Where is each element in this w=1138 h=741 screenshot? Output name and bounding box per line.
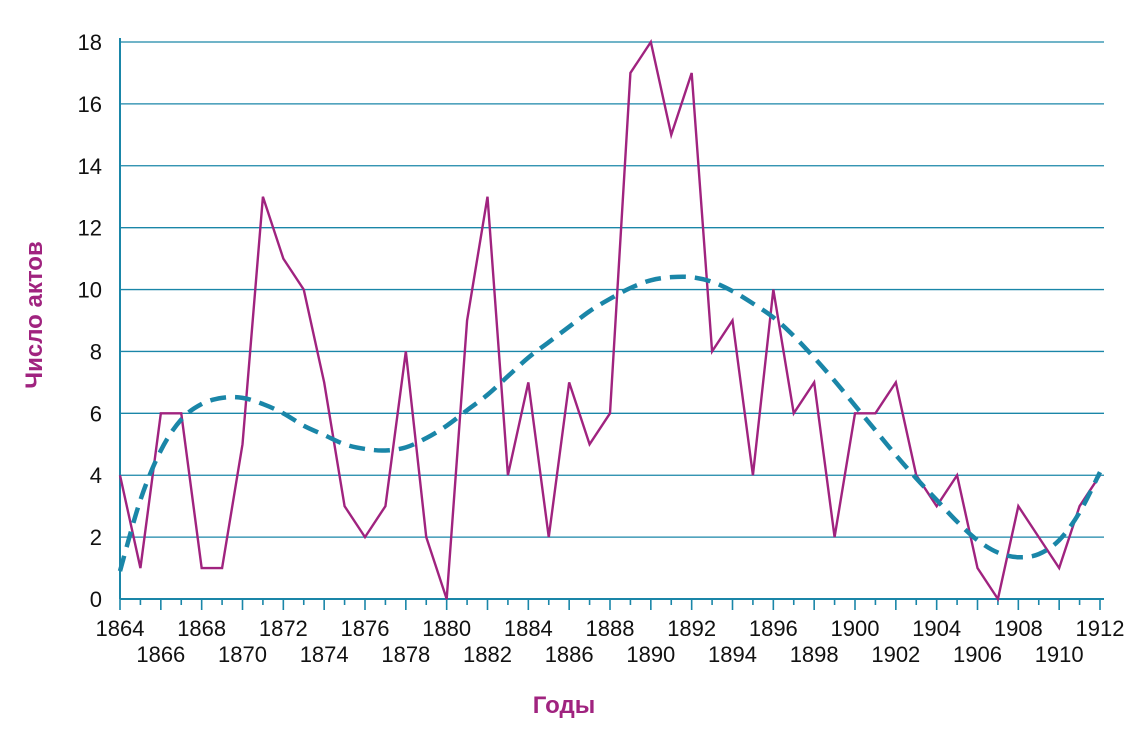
x-tick-label: 1886 [545,642,594,667]
x-tick-label: 1900 [831,616,880,641]
y-axis-title: Число актов [21,241,48,388]
x-tick-label: 1866 [136,642,185,667]
x-tick-label: 1884 [504,616,553,641]
y-tick-label: 10 [78,278,102,303]
y-tick-label: 12 [78,216,102,241]
x-tick-labels: 1864 1868 1872 1876 1880 1884 1888 1892 1896 1900… [96,616,1125,667]
trend-line [117,274,1103,572]
x-tick-label: 1898 [790,642,839,667]
y-tick-label: 0 [90,587,102,612]
x-tick-label: 1880 [422,616,471,641]
x-tick-label: 1910 [1035,642,1084,667]
x-tick-label: 1894 [708,642,757,667]
x-tick-label: 1890 [626,642,675,667]
y-tick-labels: 0 2 4 6 8 10 12 14 16 18 [78,30,102,612]
x-tick-label: 1876 [341,616,390,641]
x-tick-label: 1904 [912,616,961,641]
y-tick-label: 4 [90,463,102,488]
y-tick-label: 2 [90,525,102,550]
axes [119,38,1104,610]
x-tick-label: 1888 [586,616,635,641]
grid-lines [120,41,1104,538]
x-tick-label: 1874 [300,642,349,667]
x-tick-label: 1912 [1076,616,1125,641]
y-tick-label: 16 [78,92,102,117]
series-group [117,38,1103,603]
y-tick-label: 8 [90,339,102,364]
x-tick-label: 1864 [96,616,145,641]
x-tick-label: 1878 [381,642,430,667]
x-tick-label: 1892 [667,616,716,641]
x-tick-label: 1896 [749,616,798,641]
y-tick-label: 14 [78,154,102,179]
y-tick-label: 18 [78,30,102,55]
x-tick-label: 1882 [463,642,512,667]
data-line [118,38,1102,603]
y-tick-label: 6 [90,401,102,426]
x-tick-label: 1872 [259,616,308,641]
x-tick-label: 1868 [177,616,226,641]
x-tick-label: 1902 [871,642,920,667]
x-tick-label: 1870 [218,642,267,667]
x-tick-label: 1906 [953,642,1002,667]
x-axis-title: Годы [533,692,595,719]
x-tick-label: 1908 [994,616,1043,641]
